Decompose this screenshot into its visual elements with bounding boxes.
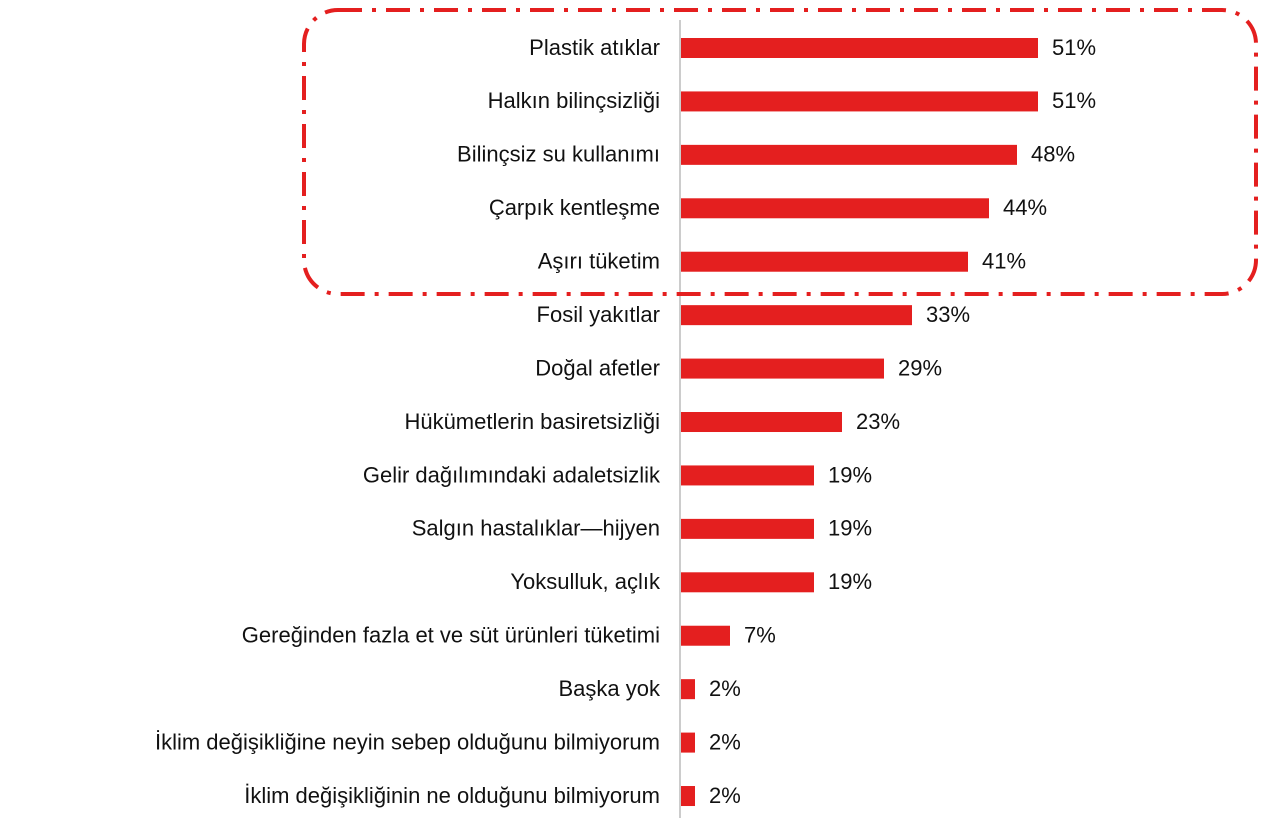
value-label: 33% [926,302,970,327]
category-label: Fosil yakıtlar [537,302,660,327]
bar [681,786,695,807]
value-label: 23% [856,409,900,434]
value-label: 19% [828,516,872,541]
value-label: 44% [1003,195,1047,220]
category-label: Halkın bilinçsizliği [488,88,660,113]
category-label: Yoksulluk, açlık [510,569,661,594]
category-label: Plastik atıklar [529,35,660,60]
value-label: 41% [982,249,1026,274]
value-label: 48% [1031,142,1075,167]
category-label: Çarpık kentleşme [489,195,660,220]
bar [681,358,884,379]
category-label: Hükümetlerin basiretsizliği [404,409,660,434]
category-label: Bilinçsiz su kullanımı [457,142,660,167]
bar [681,251,968,272]
bar [681,144,1017,165]
value-label: 29% [898,355,942,380]
bar [681,518,814,539]
value-label: 19% [828,462,872,487]
value-label: 2% [709,783,741,808]
category-label: Gelir dağılımındaki adaletsizlik [363,462,661,487]
value-label: 7% [744,623,776,648]
bar [681,465,814,486]
value-label: 2% [709,729,741,754]
bar [681,412,842,433]
value-label: 51% [1052,35,1096,60]
bar [681,732,695,753]
category-label: Gereğinden fazla et ve süt ürünleri tüke… [242,623,660,648]
value-label: 51% [1052,88,1096,113]
bar [681,305,912,326]
bar [681,91,1038,112]
bar [681,625,730,646]
category-label: Başka yok [559,676,661,701]
value-label: 2% [709,676,741,701]
bar [681,572,814,593]
bar [681,198,989,219]
value-label: 19% [828,569,872,594]
highlight-box [302,8,1258,296]
category-label: Aşırı tüketim [538,249,660,274]
bar [681,38,1038,58]
bar [681,679,695,700]
category-label: İklim değişikliğinin ne olduğunu bilmiyo… [244,783,660,808]
category-label: Doğal afetler [535,355,660,380]
category-label: İklim değişikliğine neyin sebep olduğunu… [155,729,660,754]
category-label: Salgın hastalıklar—hijyen [412,516,660,541]
